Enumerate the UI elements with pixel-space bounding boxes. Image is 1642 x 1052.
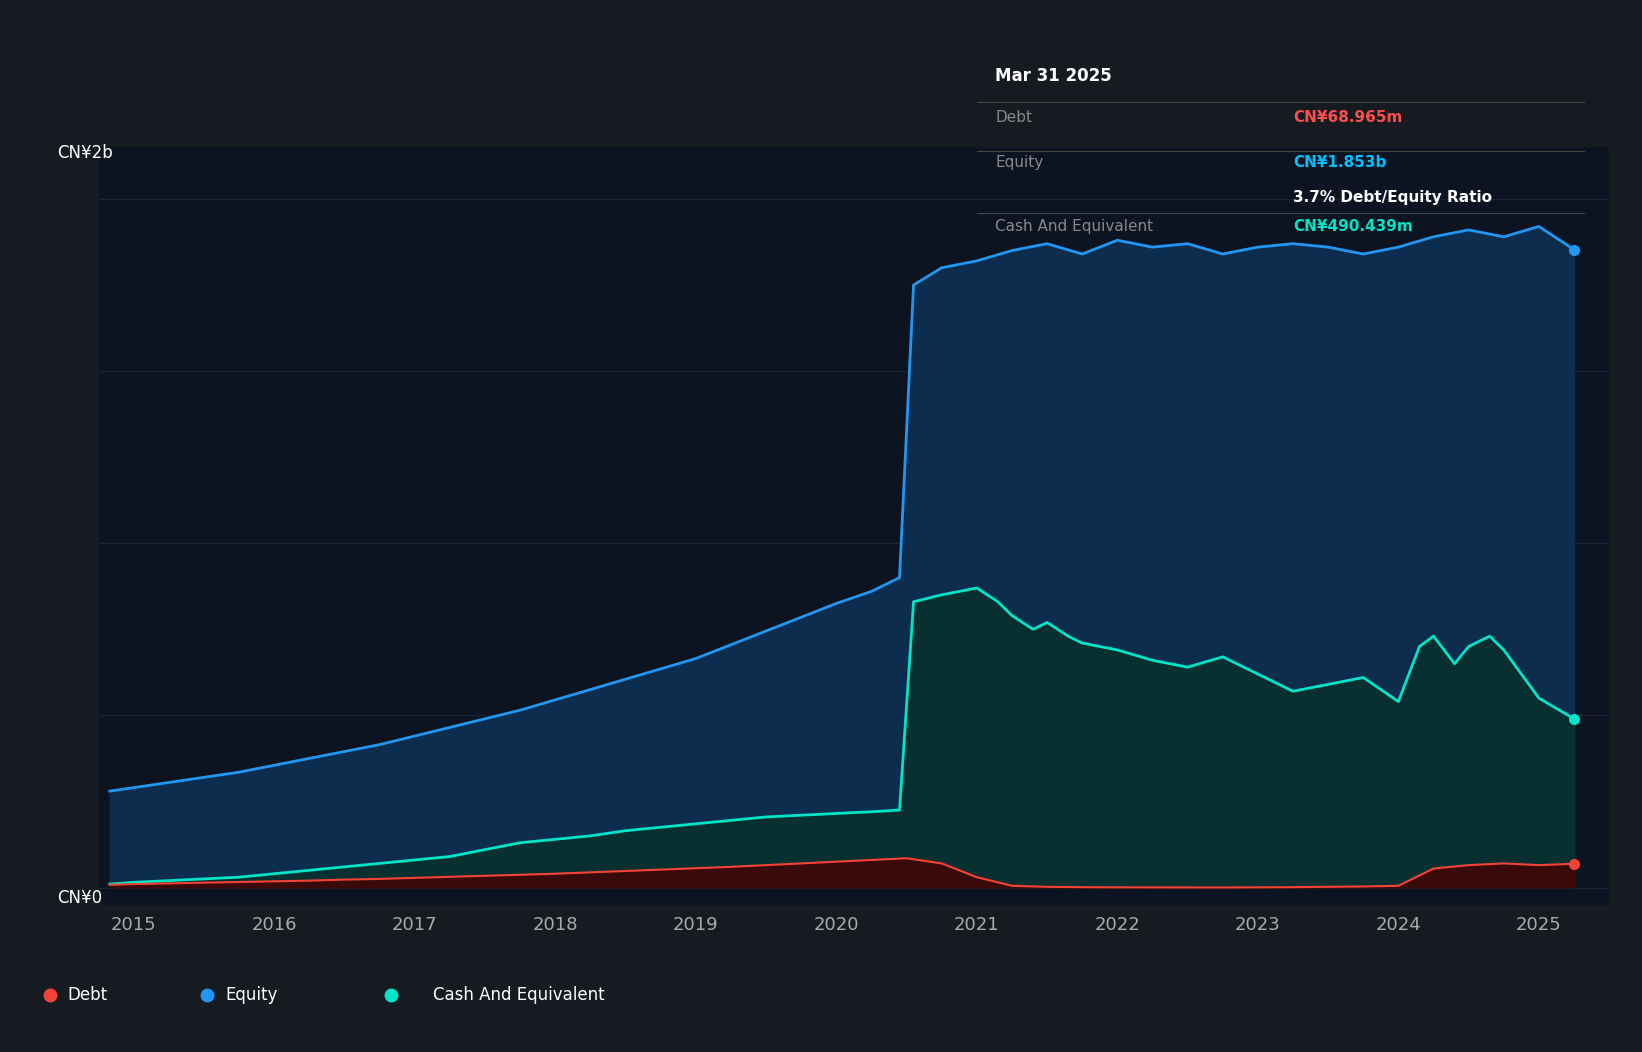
Text: Equity: Equity — [227, 986, 277, 1005]
Text: Cash And Equivalent: Cash And Equivalent — [995, 219, 1153, 234]
Text: Equity: Equity — [995, 156, 1043, 170]
Text: CN¥2b: CN¥2b — [57, 144, 113, 162]
Text: Mar 31 2025: Mar 31 2025 — [995, 67, 1112, 85]
Text: CN¥68.965m: CN¥68.965m — [1292, 110, 1402, 125]
Text: Debt: Debt — [67, 986, 108, 1005]
Text: Cash And Equivalent: Cash And Equivalent — [433, 986, 604, 1005]
Text: Debt: Debt — [995, 110, 1033, 125]
Text: CN¥1.853b: CN¥1.853b — [1292, 156, 1386, 170]
Text: 3.7% Debt/Equity Ratio: 3.7% Debt/Equity Ratio — [1292, 190, 1493, 205]
Text: CN¥0: CN¥0 — [57, 889, 102, 907]
Text: CN¥490.439m: CN¥490.439m — [1292, 219, 1412, 234]
